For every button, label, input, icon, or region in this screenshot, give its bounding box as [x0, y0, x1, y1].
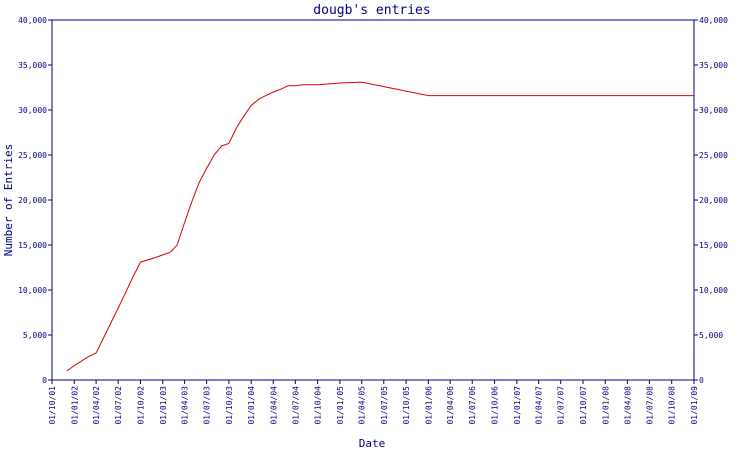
x-tick-label: 01/01/08 [601, 386, 610, 425]
y-tick-label-right: 10,000 [699, 286, 728, 295]
plot-frame [51, 19, 695, 381]
y-tick-label-right: 0 [699, 376, 704, 385]
x-tick-label: 01/04/07 [535, 386, 544, 425]
y-tick-label-left: 0 [42, 376, 47, 385]
y-tick-label-right: 40,000 [699, 16, 728, 25]
y-axis-left: 0 5,000 10,000 15,000 20,000 25,000 30,000 35,0… [18, 16, 52, 385]
series-line [66, 81, 694, 372]
y-tick-label-right: 20,000 [699, 196, 728, 205]
x-tick-label: 01/01/06 [424, 386, 433, 425]
x-tick-label: 01/10/06 [491, 386, 500, 425]
x-axis: 01/10/01 01/01/02 01/04/02 01/07/02 01/10/02… [48, 380, 699, 425]
y-tick-label-left: 30,000 [18, 106, 47, 115]
x-tick-label: 01/07/05 [380, 386, 389, 425]
y-tick-label-right: 35,000 [699, 61, 728, 70]
x-tick-label: 01/10/04 [314, 386, 323, 425]
y-tick-label-left: 5,000 [23, 331, 47, 340]
x-tick-label: 01/07/03 [203, 386, 212, 425]
y-axis-title: Number of Entries [2, 144, 15, 257]
y-tick-label-left: 25,000 [18, 151, 47, 160]
x-tick-label: 01/07/08 [645, 386, 654, 425]
x-tick-label: 01/10/02 [136, 386, 145, 425]
x-axis-title: Date [359, 437, 386, 450]
y-tick-label-left: 10,000 [18, 286, 47, 295]
x-tick-label: 01/10/05 [402, 386, 411, 425]
x-tick-label: 01/01/09 [690, 386, 699, 425]
x-tick-label: 01/04/06 [446, 386, 455, 425]
x-tick-label: 01/07/04 [291, 386, 300, 425]
x-tick-label: 01/07/06 [468, 386, 477, 425]
y-tick-label-right: 25,000 [699, 151, 728, 160]
x-tick-label: 01/10/07 [579, 386, 588, 425]
x-tick-label: 01/07/02 [114, 386, 123, 425]
x-tick-label: 01/04/05 [358, 386, 367, 425]
x-tick-label: 01/10/01 [48, 386, 57, 425]
x-tick-label: 01/07/07 [557, 386, 566, 425]
x-tick-label: 01/04/02 [92, 386, 101, 425]
y-tick-label-right: 5,000 [699, 331, 723, 340]
x-tick-label: 01/10/03 [225, 386, 234, 425]
y-tick-label-right: 30,000 [699, 106, 728, 115]
x-tick-label: 01/01/03 [159, 386, 168, 425]
x-tick-label: 01/04/04 [269, 386, 278, 425]
chart-title: dougb's entries [313, 3, 430, 18]
y-tick-label-right: 15,000 [699, 241, 728, 250]
x-tick-label: 01/01/07 [513, 386, 522, 425]
x-tick-label: 01/01/02 [70, 386, 79, 425]
x-tick-label: 01/04/03 [181, 386, 190, 425]
x-tick-label: 01/10/08 [668, 386, 677, 425]
y-tick-label-left: 20,000 [18, 196, 47, 205]
y-tick-label-left: 15,000 [18, 241, 47, 250]
x-tick-label: 01/01/05 [336, 386, 345, 425]
y-tick-label-left: 40,000 [18, 16, 47, 25]
y-tick-label-left: 35,000 [18, 61, 47, 70]
y-axis-right: 0 5,000 10,000 15,000 20,000 25,000 30,000 35,0… [694, 16, 728, 385]
x-tick-label: 01/01/04 [247, 386, 256, 425]
x-tick-label: 01/04/08 [623, 386, 632, 425]
